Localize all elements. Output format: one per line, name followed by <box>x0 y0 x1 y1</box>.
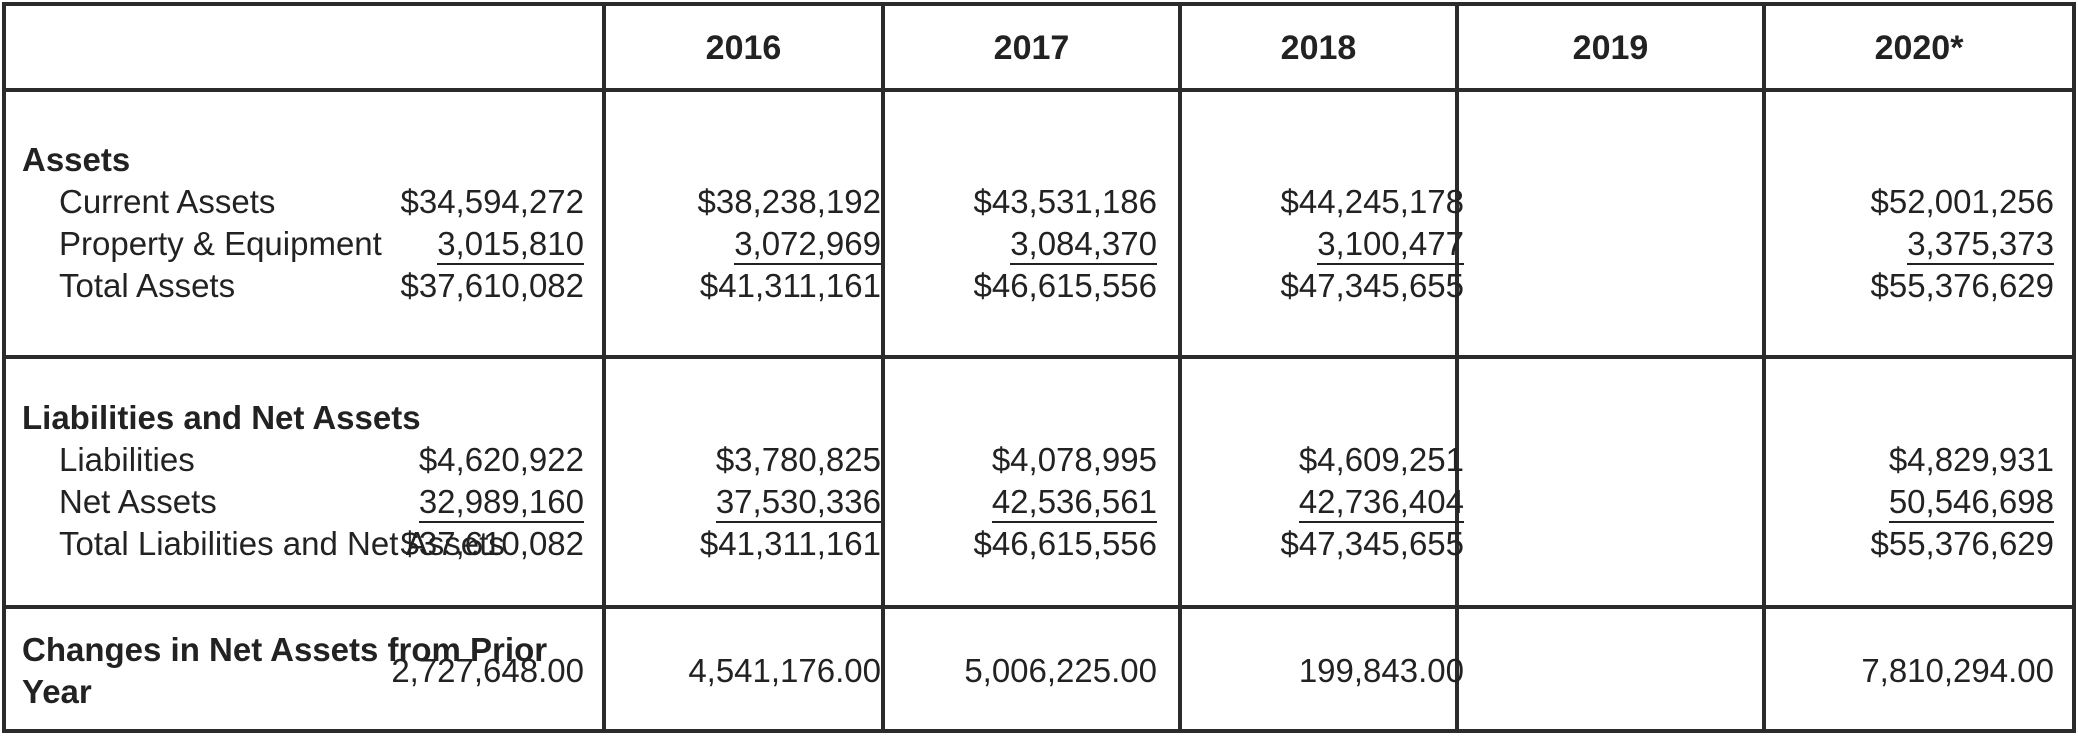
cell-property-equipment-2020: 3,375,373 <box>1907 223 2054 265</box>
year-header-2018: 2018 <box>1280 29 1357 67</box>
cell-changes-2017: 4,541,176.00 <box>688 652 881 689</box>
cell-net-assets-2016: 32,989,160 <box>418 481 584 523</box>
cell-current-assets-2019: $44,245,178 <box>1280 183 1464 220</box>
cell-text: 42,736,404 <box>1298 483 1464 523</box>
row-divider <box>6 605 2072 609</box>
cell-current-assets-2020: $52,001,256 <box>1870 183 2054 220</box>
cell-current-assets-2018: $43,531,186 <box>973 183 1157 220</box>
cell-changes-2019: 199,843.00 <box>1298 652 1464 689</box>
cell-net-assets-2020: 50,546,698 <box>1888 481 2054 523</box>
cell-property-equipment-2017: 3,072,969 <box>734 223 881 265</box>
total-liabilities-net-assets-label: Total Liabilities and Net Assets <box>59 525 505 562</box>
year-header-2017: 2017 <box>993 29 1070 67</box>
column-divider <box>602 6 606 729</box>
liabilities-label: Liabilities <box>59 441 195 478</box>
cell-liabilities-2016: $4,620,922 <box>418 441 584 478</box>
cell-changes-2016: 2,727,648.00 <box>391 652 584 689</box>
cell-text: 32,989,160 <box>418 483 584 523</box>
cell-total-liabilities-2016: $37,610,082 <box>400 525 584 562</box>
cell-liabilities-2018: $4,078,995 <box>991 441 1157 478</box>
cell-net-assets-2017: 37,530,336 <box>715 481 881 523</box>
total-assets-label: Total Assets <box>59 267 236 304</box>
cell-text: 3,375,373 <box>1907 225 2054 265</box>
column-divider <box>1455 6 1459 729</box>
cell-liabilities-2020: $4,829,931 <box>1888 441 2054 478</box>
cell-total-assets-2016: $37,610,082 <box>400 267 584 304</box>
year-header-2019: 2019 <box>1572 29 1649 67</box>
year-header-2020: 2020* <box>1874 29 1964 67</box>
cell-text: 37,530,336 <box>715 483 881 523</box>
cell-total-assets-2017: $41,311,161 <box>699 267 881 304</box>
year-header-2016: 2016 <box>705 29 782 67</box>
cell-text: 3,015,810 <box>437 225 584 265</box>
column-divider <box>1178 6 1182 729</box>
assets-heading: Assets <box>22 141 131 178</box>
cell-liabilities-2017: $3,780,825 <box>715 441 881 478</box>
cell-total-liabilities-2018: $46,615,556 <box>973 525 1157 562</box>
cell-text: 3,084,370 <box>1010 225 1157 265</box>
cell-net-assets-2019: 42,736,404 <box>1298 481 1464 523</box>
row-divider <box>6 88 2072 92</box>
cell-property-equipment-2019: 3,100,477 <box>1317 223 1464 265</box>
cell-current-assets-2016: $34,594,272 <box>400 183 584 220</box>
cell-total-liabilities-2020: $55,376,629 <box>1870 525 2054 562</box>
cell-total-assets-2018: $46,615,556 <box>973 267 1157 304</box>
cell-total-liabilities-2019: $47,345,655 <box>1280 525 1464 562</box>
cell-liabilities-2019: $4,609,251 <box>1298 441 1464 478</box>
cell-text: 3,100,477 <box>1317 225 1464 265</box>
cell-net-assets-2018: 42,536,561 <box>991 481 1157 523</box>
cell-changes-2020: 7,810,294.00 <box>1861 652 2054 689</box>
row-divider <box>6 355 2072 359</box>
changes-net-assets-label: Changes in Net Assets from Prior Year <box>22 631 548 710</box>
cell-text: 3,072,969 <box>734 225 881 265</box>
cell-text: 42,536,561 <box>991 483 1157 523</box>
cell-total-assets-2019: $47,345,655 <box>1280 267 1464 304</box>
cell-total-assets-2020: $55,376,629 <box>1870 267 2054 304</box>
cell-property-equipment-2016: 3,015,810 <box>437 223 584 265</box>
cell-property-equipment-2018: 3,084,370 <box>1010 223 1157 265</box>
cell-changes-2018: 5,006,225.00 <box>964 652 1157 689</box>
current-assets-label: Current Assets <box>59 183 276 220</box>
cell-total-liabilities-2017: $41,311,161 <box>699 525 881 562</box>
net-assets-label: Net Assets <box>59 483 217 520</box>
column-divider <box>881 6 885 729</box>
property-equipment-label: Property & Equipment <box>59 225 382 262</box>
liabilities-heading: Liabilities and Net Assets <box>22 399 421 436</box>
cell-current-assets-2017: $38,238,192 <box>697 183 881 220</box>
column-divider <box>1762 6 1766 729</box>
cell-text: 50,546,698 <box>1888 483 2054 523</box>
